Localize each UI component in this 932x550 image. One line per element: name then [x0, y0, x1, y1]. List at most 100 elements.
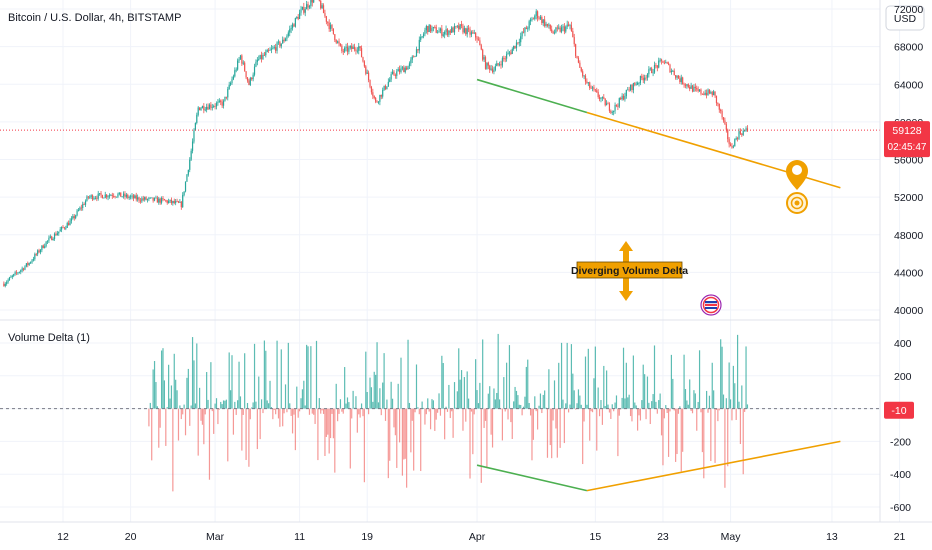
- volume-delta-bar: [331, 408, 333, 414]
- economic-events-icon[interactable]: [700, 294, 722, 316]
- candle-body: [504, 58, 506, 60]
- volume-delta-bar: [380, 408, 382, 416]
- annotation-label[interactable]: Diverging Volume Delta: [571, 261, 688, 279]
- volume-delta-bar: [234, 401, 236, 409]
- price-trendline[interactable]: [476, 78, 588, 114]
- volume-delta-bar: [311, 408, 313, 414]
- candle-body: [182, 194, 184, 208]
- candle-body: [193, 130, 195, 142]
- volume-delta-bar: [266, 400, 268, 409]
- candle-body: [510, 52, 512, 54]
- candle-body: [252, 74, 254, 80]
- volume-delta-bar: [390, 381, 392, 409]
- candle-body: [313, 0, 315, 3]
- target-point-icon[interactable]: [786, 192, 808, 214]
- candle-body: [691, 85, 694, 92]
- volume-delta-bar: [596, 408, 598, 451]
- candle-body: [4, 283, 6, 287]
- candle-body: [721, 111, 723, 118]
- volume-delta-bar: [222, 400, 225, 409]
- volume-delta-bar: [351, 408, 353, 419]
- price-tick-label: 52000: [894, 192, 923, 204]
- time-axis[interactable]: 12 20 Mar 11 19 Apr 15 23 May 13 21: [57, 531, 905, 543]
- candle-body: [256, 59, 258, 62]
- candle-body: [396, 71, 398, 76]
- candle-body: [517, 42, 519, 44]
- candle-body: [434, 27, 436, 28]
- volume-delta-bar: [338, 408, 340, 414]
- currency-button[interactable]: USD: [885, 5, 925, 31]
- volume-delta-bar: [508, 345, 511, 409]
- candle-body: [659, 59, 661, 61]
- volume-delta-bar: [541, 408, 543, 414]
- time-tick-label: 20: [125, 531, 137, 543]
- volume-delta-bar: [272, 408, 274, 420]
- volume-delta-bar: [653, 345, 656, 409]
- candle-body: [100, 193, 102, 196]
- candle-body: [389, 79, 391, 82]
- volume-delta-bar: [608, 408, 611, 413]
- candle-body: [496, 63, 498, 67]
- candle-body: [200, 108, 202, 111]
- candle-body: [675, 75, 677, 78]
- volume-delta-bar: [183, 404, 185, 409]
- candle-body: [70, 218, 73, 221]
- candle-body: [534, 15, 536, 20]
- volume-delta-bar: [449, 408, 451, 419]
- candle-body: [355, 49, 357, 51]
- indicator-title[interactable]: Volume Delta (1): [8, 332, 90, 344]
- candle-body: [291, 24, 294, 29]
- candle-body: [152, 197, 154, 201]
- price-axis[interactable]: 7200068000640006000056000520004800044000…: [894, 4, 923, 317]
- candle-body: [160, 198, 163, 203]
- candle-body: [203, 106, 205, 111]
- candle-body: [479, 40, 481, 46]
- candle-body: [137, 197, 139, 200]
- volume-delta-axis[interactable]: 400 200 -200 -400 -600: [890, 338, 912, 514]
- price-trendlines: [476, 78, 841, 189]
- candle-body: [548, 24, 550, 26]
- candle-body: [113, 196, 115, 197]
- volume-delta-bar: [604, 406, 606, 409]
- volume-delta-trendline[interactable]: [476, 464, 588, 492]
- candle-body: [553, 32, 556, 34]
- volume-delta-bar: [156, 406, 158, 409]
- candle-body: [383, 85, 385, 90]
- volume-delta-bar: [544, 390, 546, 409]
- candle-body: [296, 17, 298, 19]
- volume-delta-bar: [646, 376, 649, 409]
- target-pin-icon[interactable]: [786, 160, 808, 190]
- candle-body: [614, 104, 616, 111]
- candle-body: [686, 84, 688, 86]
- candle-body: [522, 31, 525, 33]
- volume-delta-bar: [245, 408, 247, 460]
- volume-delta-tick-label: 200: [894, 371, 912, 383]
- volume-delta-bar: [387, 408, 389, 479]
- candle-body: [62, 226, 64, 228]
- candle-body: [473, 32, 475, 34]
- candle-body: [125, 194, 127, 197]
- candle-body: [744, 130, 746, 132]
- volume-delta-bar: [628, 394, 630, 409]
- candle-body: [615, 104, 618, 106]
- volume-delta-trendline[interactable]: [586, 440, 841, 492]
- volume-delta-bar: [397, 383, 399, 409]
- candle-body: [727, 129, 729, 140]
- candle-body: [196, 114, 198, 123]
- volume-delta-bar: [229, 390, 232, 409]
- volume-delta-bar: [534, 396, 536, 409]
- candle-body: [491, 68, 494, 72]
- volume-delta-bar: [525, 366, 527, 409]
- volume-delta-bar: [317, 408, 319, 461]
- volume-delta-bar: [584, 356, 587, 409]
- volume-delta-bar: [262, 408, 264, 414]
- volume-delta-bar: [686, 400, 688, 409]
- candle-body: [301, 6, 304, 10]
- volume-delta-bar: [672, 378, 674, 409]
- candle-body: [194, 122, 196, 131]
- candle-body: [711, 92, 713, 96]
- candle-body: [710, 92, 712, 94]
- candle-body: [393, 71, 395, 75]
- candle-body: [48, 237, 50, 241]
- time-tick-label: Apr: [469, 531, 486, 543]
